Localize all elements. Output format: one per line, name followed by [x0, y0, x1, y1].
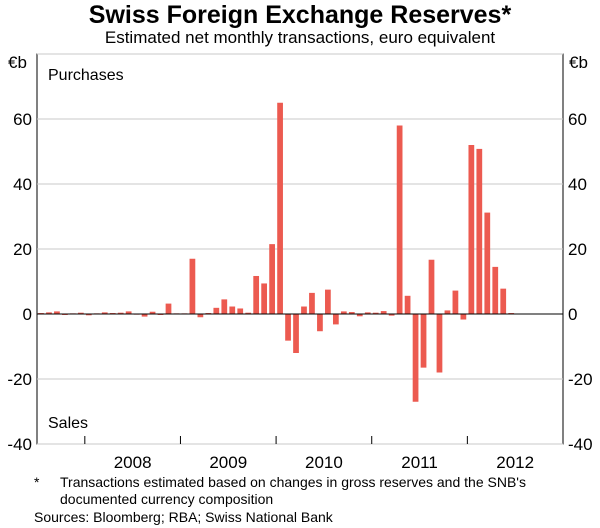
bar [101, 312, 108, 315]
bar [125, 311, 132, 314]
bar [325, 289, 331, 315]
bar [452, 290, 459, 314]
bar [301, 306, 307, 314]
bar [221, 299, 228, 315]
bar [253, 275, 260, 314]
bar [484, 212, 491, 314]
bar [149, 311, 156, 314]
annotation-purchases: Purchases [48, 67, 124, 84]
footnote-marker: * [34, 474, 40, 490]
x-tick-label: 2012 [496, 453, 534, 472]
y-tick-label-left: 60 [13, 110, 32, 129]
bar [293, 314, 299, 353]
bar [117, 312, 124, 314]
bar [388, 314, 395, 316]
bar [332, 314, 339, 325]
axis-ticks: -40 -40 -20 -20 0 0 20 20 40 40 60 60 2008 2009 2010 20… [7, 110, 592, 472]
bar [165, 303, 172, 314]
bar [340, 311, 347, 314]
sources: Sources: Bloomberg; RBA; Swiss National … [34, 509, 333, 525]
bar [468, 145, 475, 314]
bar [444, 310, 451, 314]
annotation-sales: Sales [48, 415, 88, 432]
bar [245, 312, 252, 314]
y-tick-label-right: 40 [568, 175, 587, 194]
bar [428, 259, 435, 314]
y-tick-label-right: -20 [568, 370, 593, 389]
bar [476, 148, 483, 314]
bar [396, 125, 403, 314]
bar [500, 288, 507, 314]
bar [364, 312, 371, 315]
x-tick-label: 2008 [114, 453, 152, 472]
bar [372, 312, 379, 314]
right-unit-label: €b [569, 53, 588, 72]
bar [317, 314, 323, 332]
y-tick-label-left: -20 [7, 370, 32, 389]
x-tick-label: 2011 [401, 453, 438, 472]
bar [261, 283, 268, 314]
left-unit-label: €b [8, 53, 27, 72]
y-tick-label-left: 0 [23, 305, 32, 324]
bar [277, 102, 283, 314]
bar [46, 312, 52, 315]
bar [85, 314, 92, 316]
bar [436, 314, 443, 373]
bar [77, 312, 84, 314]
y-tick-label-left: 40 [13, 175, 32, 194]
y-tick-label-right: 20 [568, 240, 587, 259]
bars [38, 102, 515, 402]
footnote: Transactions estimated based on changes … [60, 474, 526, 507]
y-tick-label-left: 20 [13, 240, 32, 259]
bar [380, 311, 387, 314]
bar [285, 314, 291, 341]
bar [54, 311, 60, 314]
bar [460, 314, 467, 320]
x-tick-label: 2010 [305, 453, 343, 472]
bar [348, 312, 355, 314]
bar [404, 295, 411, 314]
bar [197, 314, 204, 318]
bar [269, 244, 275, 314]
y-tick-label-right: -40 [568, 435, 593, 454]
bar [356, 314, 363, 317]
bar [237, 308, 244, 314]
bar [189, 258, 196, 314]
bar [420, 314, 427, 368]
chart-title: Swiss Foreign Exchange Reserves* [88, 1, 512, 29]
bar [412, 314, 419, 402]
y-tick-label-right: 60 [568, 110, 587, 129]
y-tick-label-left: -40 [7, 435, 32, 454]
bar [141, 314, 148, 317]
bar [229, 306, 236, 314]
x-tick-label: 2009 [209, 453, 247, 472]
bar [213, 307, 220, 314]
y-tick-label-right: 0 [568, 305, 577, 324]
chart-subtitle: Estimated net monthly transactions, euro… [104, 28, 496, 47]
bar [309, 292, 315, 315]
gridlines [37, 53, 563, 445]
bar [492, 266, 499, 315]
